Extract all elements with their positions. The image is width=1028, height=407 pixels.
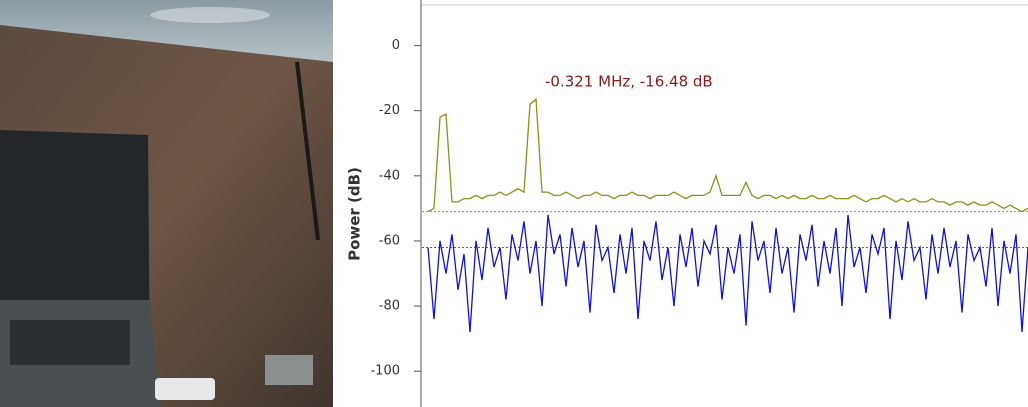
annotation: -0.321 MHz, -16.48 dB [545,73,713,91]
y-tick-label: -80 [379,299,400,314]
plot-panel [338,0,1028,407]
y-tick-label: -40 [379,168,400,183]
trace [427,97,1028,213]
y-tick-label: -20 [379,103,400,118]
y-tick-label: -60 [379,233,400,248]
y-axis-label: Power (dB) [346,167,364,261]
trace [427,214,1028,333]
y-tick-label: -100 [370,364,400,379]
photo [0,0,333,407]
y-tick-label: 0 [392,38,400,53]
